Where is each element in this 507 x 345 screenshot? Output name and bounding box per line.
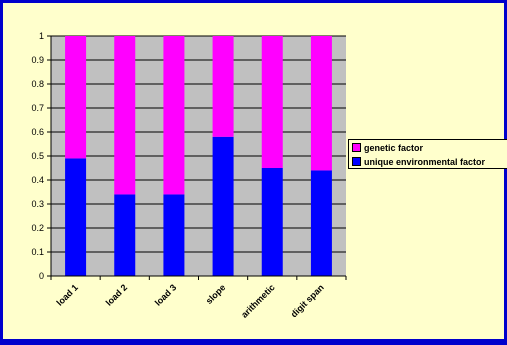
y-tick-label: 0.5	[31, 151, 44, 161]
bar-segment-environmental	[163, 194, 185, 276]
stacked-bar-chart: 00.10.20.30.40.50.60.70.80.91 load 1 load…	[31, 31, 347, 320]
bars	[65, 36, 332, 276]
y-tick-label: 0.1	[31, 247, 44, 257]
bar-segment-environmental	[65, 158, 87, 276]
x-category-label: slope	[204, 282, 228, 306]
legend-item-environmental: unique environmental factor	[349, 155, 507, 168]
y-tick-label: 0.6	[31, 127, 44, 137]
bar-segment-environmental	[212, 136, 234, 276]
y-tick-label: 0.7	[31, 103, 44, 113]
bar-segment-genetic	[310, 36, 332, 171]
legend-swatch-environmental	[352, 157, 361, 166]
bar-segment-genetic	[65, 36, 87, 159]
legend-swatch-genetic	[352, 143, 361, 152]
legend-item-genetic: genetic factor	[349, 141, 507, 154]
bar-segment-environmental	[261, 168, 283, 276]
x-category-label: load 1	[55, 282, 80, 307]
bar-segment-genetic	[163, 36, 185, 195]
bar-segment-genetic	[261, 36, 283, 168]
x-category-label: load 3	[153, 282, 178, 307]
legend-label-environmental: unique environmental factor	[364, 156, 486, 167]
y-axis-tick-labels: 0 0.1 0.2 0.3 0.4 0.5 0.6 0.7 0.8 0.9 1	[31, 31, 44, 281]
bar-segment-genetic	[212, 36, 234, 137]
x-category-label: digit span	[289, 282, 326, 319]
y-tick-label: 1	[39, 31, 44, 41]
legend: genetic factor unique environmental fact…	[348, 139, 507, 169]
bar-segment-environmental	[310, 170, 332, 276]
x-category-label: load 2	[104, 282, 129, 307]
y-tick-label: 0.8	[31, 79, 44, 89]
y-tick-label: 0.4	[31, 175, 44, 185]
bar-segment-environmental	[114, 194, 136, 276]
gridlines	[51, 35, 346, 253]
y-tick-label: 0	[39, 271, 44, 281]
x-axis-category-labels: load 1 load 2 load 3 slope arithmetic digit s…	[55, 282, 326, 319]
y-tick-label: 0.9	[31, 55, 44, 65]
bar-segment-genetic	[114, 36, 136, 195]
legend-label-genetic: genetic factor	[364, 142, 424, 153]
axes	[47, 35, 347, 280]
y-tick-label: 0.3	[31, 199, 44, 209]
x-category-label: arithmetic	[239, 282, 276, 319]
y-tick-label: 0.2	[31, 223, 44, 233]
